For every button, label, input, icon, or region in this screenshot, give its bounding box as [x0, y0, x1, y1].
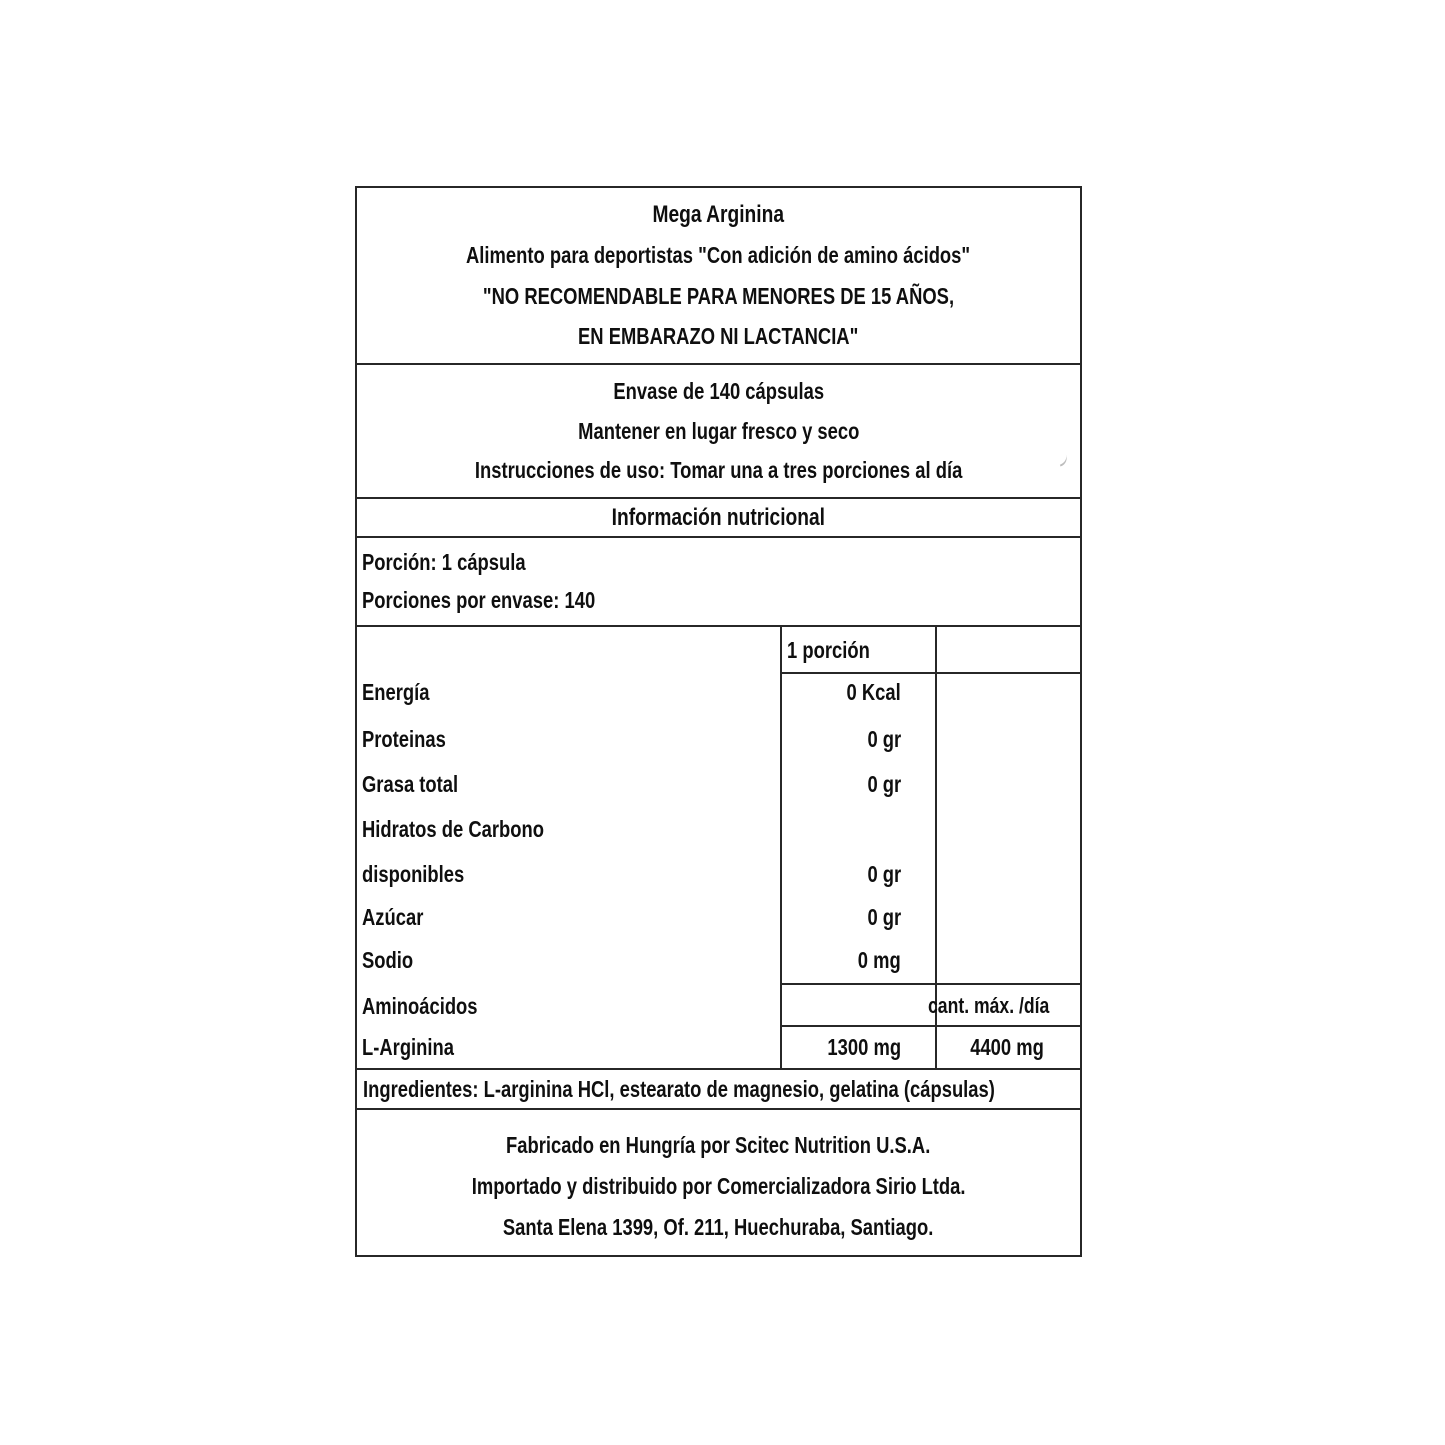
nutrient-row-proteinas: Proteinas 0 gr [357, 717, 1080, 762]
nutrient-value [771, 985, 923, 1027]
manufacturer-section: Fabricado en Hungría por Scitec Nutritio… [357, 1110, 1080, 1255]
usage-instructions-line: Instrucciones de uso: Tomar una a tres p… [474, 457, 963, 484]
nutrient-value: 0 Kcal [846, 679, 901, 705]
nutrient-value: 0 gr [867, 861, 901, 887]
ingredients-line: Ingredientes: L-arginina HCl, estearato … [357, 1070, 1080, 1110]
nutrient-label: L-Arginina [362, 1034, 454, 1060]
nutrition-table: 1 porción Energía 0 Kcal Proteinas 0 gr … [357, 627, 1080, 1070]
table-rule-under-aminoacidos [780, 1025, 1080, 1027]
product-subtitle: Alimento para deportistas "Con adición d… [466, 242, 971, 269]
nutrient-label: Grasa total [362, 771, 459, 797]
storage-line: Mantener en lugar fresco y seco [577, 417, 860, 444]
nutrient-max: 4400 mg [970, 1034, 1045, 1060]
nutrient-max [935, 938, 1080, 983]
manufacturer-line: Fabricado en Hungría por Scitec Nutritio… [506, 1132, 931, 1158]
nutrient-row-sodio: Sodio 0 mg [357, 938, 1080, 983]
nutrient-max [935, 895, 1080, 940]
nutrient-value: 0 mg [858, 947, 901, 973]
address-line: Santa Elena 1399, Of. 211, Huechuraba, S… [503, 1214, 934, 1240]
nutrition-section-title: Información nutricional [357, 499, 1080, 538]
nutrient-row-hidratos: Hidratos de Carbono [357, 807, 1080, 852]
nutrient-max [935, 762, 1080, 807]
portions-per-container-line: Porciones por envase: 140 [362, 587, 596, 613]
nutrient-label: Aminoácidos [362, 992, 478, 1019]
nutrient-label: Hidratos de Carbono [362, 816, 544, 842]
nutrient-value: 0 gr [867, 726, 901, 752]
importer-line: Importado y distribuido por Comercializa… [471, 1173, 966, 1199]
nutrient-row-l-arginina: L-Arginina 1300 mg 4400 mg [357, 1027, 1080, 1068]
warning-line-2: EN EMBARAZO NI LACTANCIA" [578, 322, 859, 349]
nutrient-row-grasa-total: Grasa total 0 gr [357, 762, 1080, 807]
nutrient-max [935, 670, 1080, 715]
nutrient-value: 1300 mg [827, 1034, 901, 1060]
nutrient-max [935, 852, 1080, 897]
nutrient-row-energia: Energía 0 Kcal [357, 670, 1080, 715]
nutrient-value [780, 807, 935, 852]
package-size-line: Envase de 140 cápsulas [613, 377, 824, 404]
nutrient-row-azucar: Azúcar 0 gr [357, 895, 1080, 940]
nutrient-row-disponibles: disponibles 0 gr [357, 852, 1080, 897]
warning-line-1: "NO RECOMENDABLE PARA MENORES DE 15 AÑOS… [482, 282, 955, 309]
label-header-section: Mega Arginina Alimento para deportistas … [357, 188, 1080, 365]
table-column-divider-1 [780, 627, 782, 1068]
package-info-section: Envase de 140 cápsulas Mantener en lugar… [357, 365, 1080, 499]
product-title: Mega Arginina [652, 201, 785, 229]
nutrient-value: 0 gr [867, 904, 901, 930]
portion-size-line: Porción: 1 cápsula [362, 549, 526, 575]
nutrition-label: Mega Arginina Alimento para deportistas … [355, 186, 1082, 1257]
table-column-divider-2 [935, 627, 937, 1068]
nutrient-label: Proteinas [362, 726, 446, 752]
nutrient-label: Energía [362, 679, 430, 705]
nutrient-label: disponibles [362, 861, 465, 887]
column-header-porcion: 1 porción [787, 637, 870, 663]
nutrient-max [935, 717, 1080, 762]
table-rule-under-porcion [780, 672, 1080, 674]
nutrient-value: 0 gr [867, 771, 901, 797]
nutrient-row-aminoacidos: Aminoácidos cant. máx. /día [357, 985, 1080, 1027]
table-rule-under-sodio [780, 983, 1080, 985]
portion-section: Porción: 1 cápsula Porciones por envase:… [357, 538, 1080, 627]
nutrient-label: Azúcar [362, 904, 424, 930]
max-column-header: cant. máx. /día [928, 993, 1050, 1018]
nutrient-max [935, 807, 1080, 852]
nutrient-label: Sodio [362, 947, 414, 973]
